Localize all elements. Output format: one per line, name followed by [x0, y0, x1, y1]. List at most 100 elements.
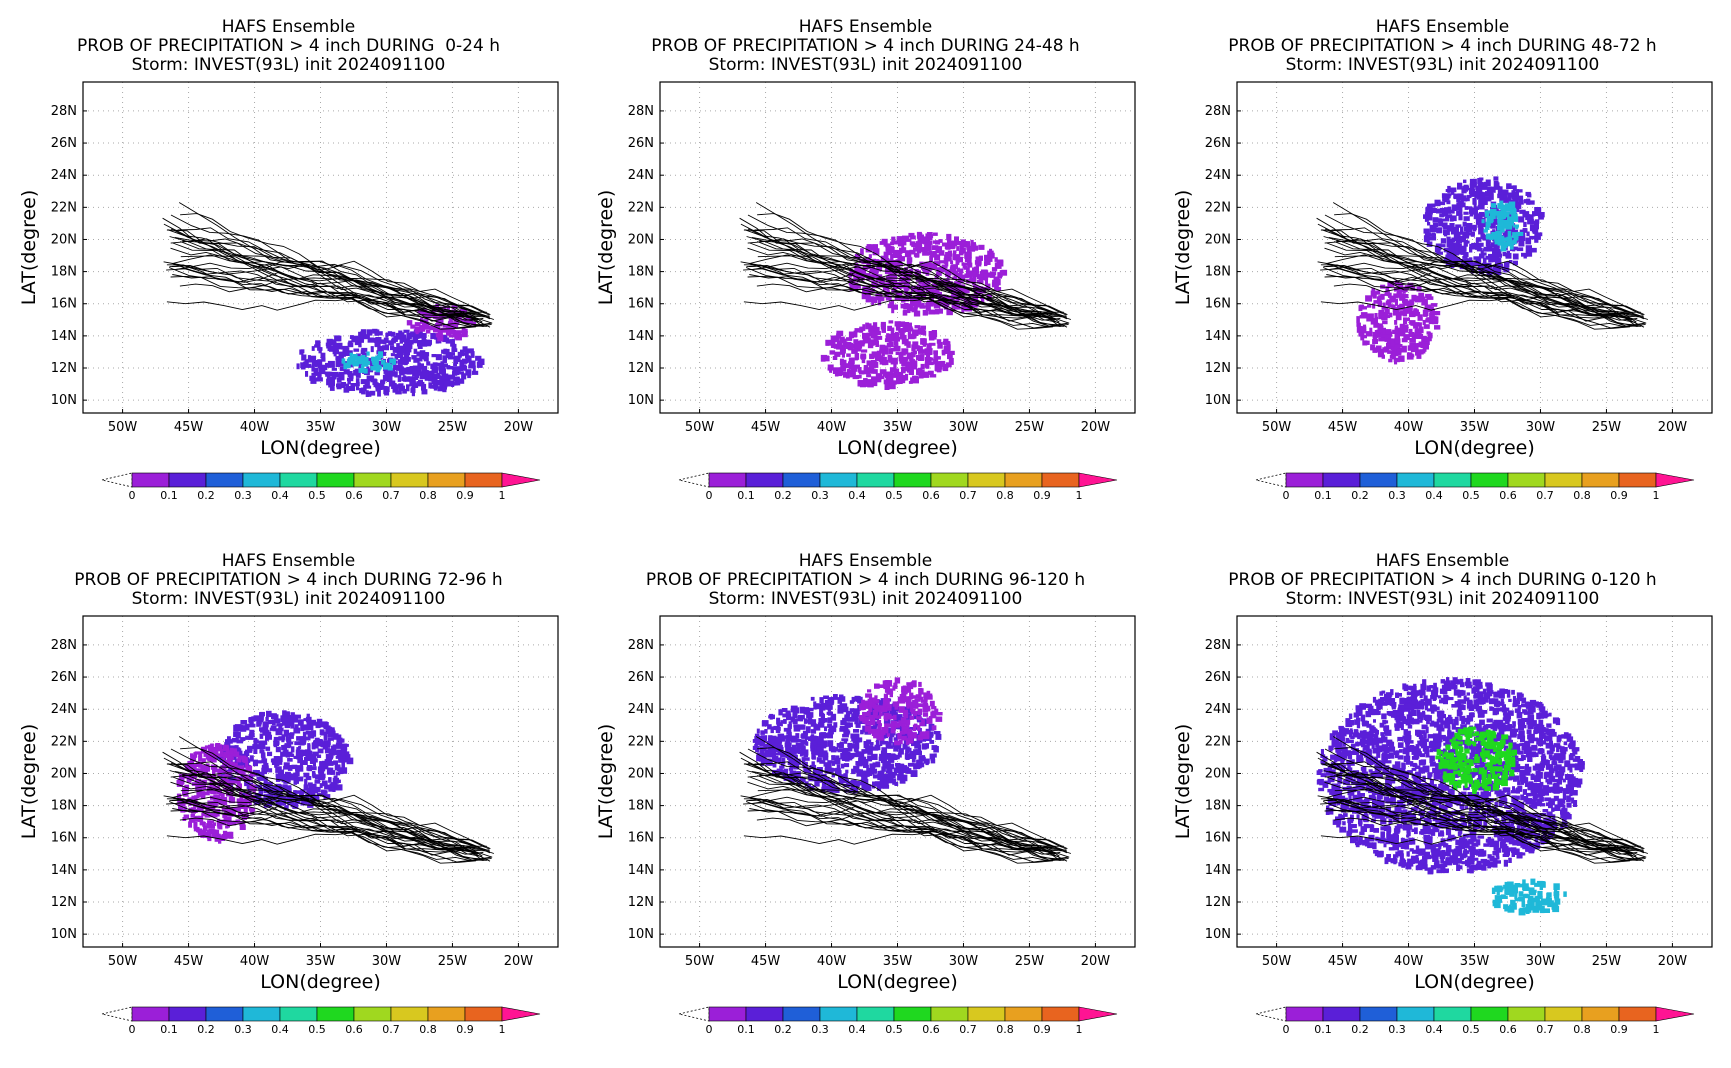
precip-cell: [394, 353, 399, 360]
precip-cell: [347, 377, 354, 382]
precip-cell: [306, 713, 310, 718]
precip-cell: [1394, 325, 1398, 331]
precip-cell: [323, 740, 330, 747]
precip-cell: [910, 770, 918, 777]
precip-cell: [890, 358, 894, 365]
subtitle-line: PROB OF PRECIPITATION > 4 inch DURING 72…: [74, 570, 503, 590]
precip-cell: [863, 764, 869, 768]
precip-cell: [383, 364, 388, 370]
precip-cell: [913, 310, 921, 317]
precip-cell: [1513, 192, 1519, 197]
precip-cell: [190, 754, 197, 759]
precip-cell: [284, 805, 289, 811]
precip-cell: [876, 720, 882, 724]
precip-cell: [855, 751, 862, 758]
track-line: [754, 761, 1061, 861]
colorbar-label: 0.8: [1573, 489, 1591, 502]
precip-cell: [1363, 313, 1367, 319]
precip-cell: [875, 335, 883, 340]
lon-tick-label: 25W: [1592, 420, 1622, 435]
precip-cell: [855, 723, 861, 728]
precip-cell: [991, 267, 998, 272]
precip-cell: [875, 354, 881, 362]
precip-cell: [901, 279, 906, 284]
precip-cell: [245, 760, 249, 767]
precip-cell: [198, 755, 203, 762]
precip-cell: [1425, 337, 1432, 342]
colorbar-swatch: [464, 1006, 503, 1022]
precip-cell: [820, 714, 825, 721]
precip-cell: [921, 302, 925, 306]
precip-cell: [1394, 320, 1398, 325]
precip-cell: [855, 738, 861, 743]
track-line: [1332, 202, 1636, 323]
precip-cell: [825, 762, 832, 768]
precip-cell: [1424, 844, 1429, 850]
precip-cell: [232, 820, 237, 825]
x-axis-label: LON(degree): [1414, 437, 1535, 459]
precip-cell: [861, 783, 867, 790]
precip-cell: [305, 776, 312, 781]
precip-cell: [397, 375, 402, 382]
lat-tick-label: 18N: [51, 799, 77, 814]
precip-cell: [280, 786, 288, 792]
lon-tick-label: 30W: [949, 954, 979, 969]
precip-cell: [855, 714, 859, 721]
precip-cell: [907, 333, 915, 340]
precip-cell: [305, 730, 310, 735]
precip-cell: [1477, 204, 1485, 210]
precip-cell: [905, 250, 910, 256]
precip-cell: [1465, 258, 1473, 262]
precip-cell: [920, 237, 924, 244]
precip-cell: [897, 242, 902, 247]
precip-cell: [839, 743, 844, 749]
precip-cell: [761, 758, 767, 764]
precip-cell: [1527, 193, 1532, 198]
precip-cell: [759, 757, 763, 762]
precip-cell: [322, 745, 329, 750]
precip-cell: [839, 348, 844, 355]
precip-cell: [249, 807, 255, 815]
precip-cell: [303, 784, 309, 791]
precip-cell: [904, 719, 911, 725]
precip-cell: [951, 265, 955, 269]
precip-cell: [463, 365, 468, 371]
precip-cell: [347, 379, 351, 385]
precip-cell: [406, 384, 410, 392]
precip-cell: [1528, 200, 1535, 205]
precip-cell: [1507, 230, 1512, 238]
precip-cell: [421, 365, 428, 373]
precip-cell: [268, 768, 273, 773]
colorbar-swatch: [279, 472, 318, 488]
precip-cell: [282, 710, 287, 717]
precip-cell: [1497, 235, 1505, 243]
precip-cell: [969, 273, 973, 281]
precip-cell: [306, 753, 311, 760]
colorbar: 0 0.1 0.2 0.3 0.4 0.5 0.6 0.7 0.8 0.9 1: [101, 1006, 541, 1036]
precip-cell: [854, 266, 861, 272]
precip-cell: [881, 766, 886, 772]
precip-cell: [1486, 245, 1493, 252]
precip-cell: [965, 305, 972, 312]
precip-cell: [377, 351, 383, 358]
precip-cell: [1437, 864, 1443, 869]
precip-cell: [365, 390, 369, 397]
precip-cell: [916, 764, 922, 769]
precip-cell: [324, 748, 331, 754]
precip-cell: [900, 303, 906, 309]
precip-cell: [440, 327, 447, 333]
precip-cell: [1440, 679, 1446, 684]
track-line: [744, 763, 1068, 854]
lat-tick-label: 22N: [628, 200, 654, 215]
precip-cell: [847, 745, 853, 752]
precip-cell: [783, 718, 787, 724]
title-line: HAFS Ensemble: [1375, 551, 1510, 571]
precip-cell: [823, 695, 829, 699]
precip-cell: [869, 270, 876, 274]
precip-cell: [800, 746, 806, 752]
lon-tick-label: 50W: [108, 954, 138, 969]
y-axis-label: LAT(degree): [1172, 190, 1194, 306]
precip-cell: [221, 793, 225, 800]
precip-cell: [184, 784, 190, 792]
